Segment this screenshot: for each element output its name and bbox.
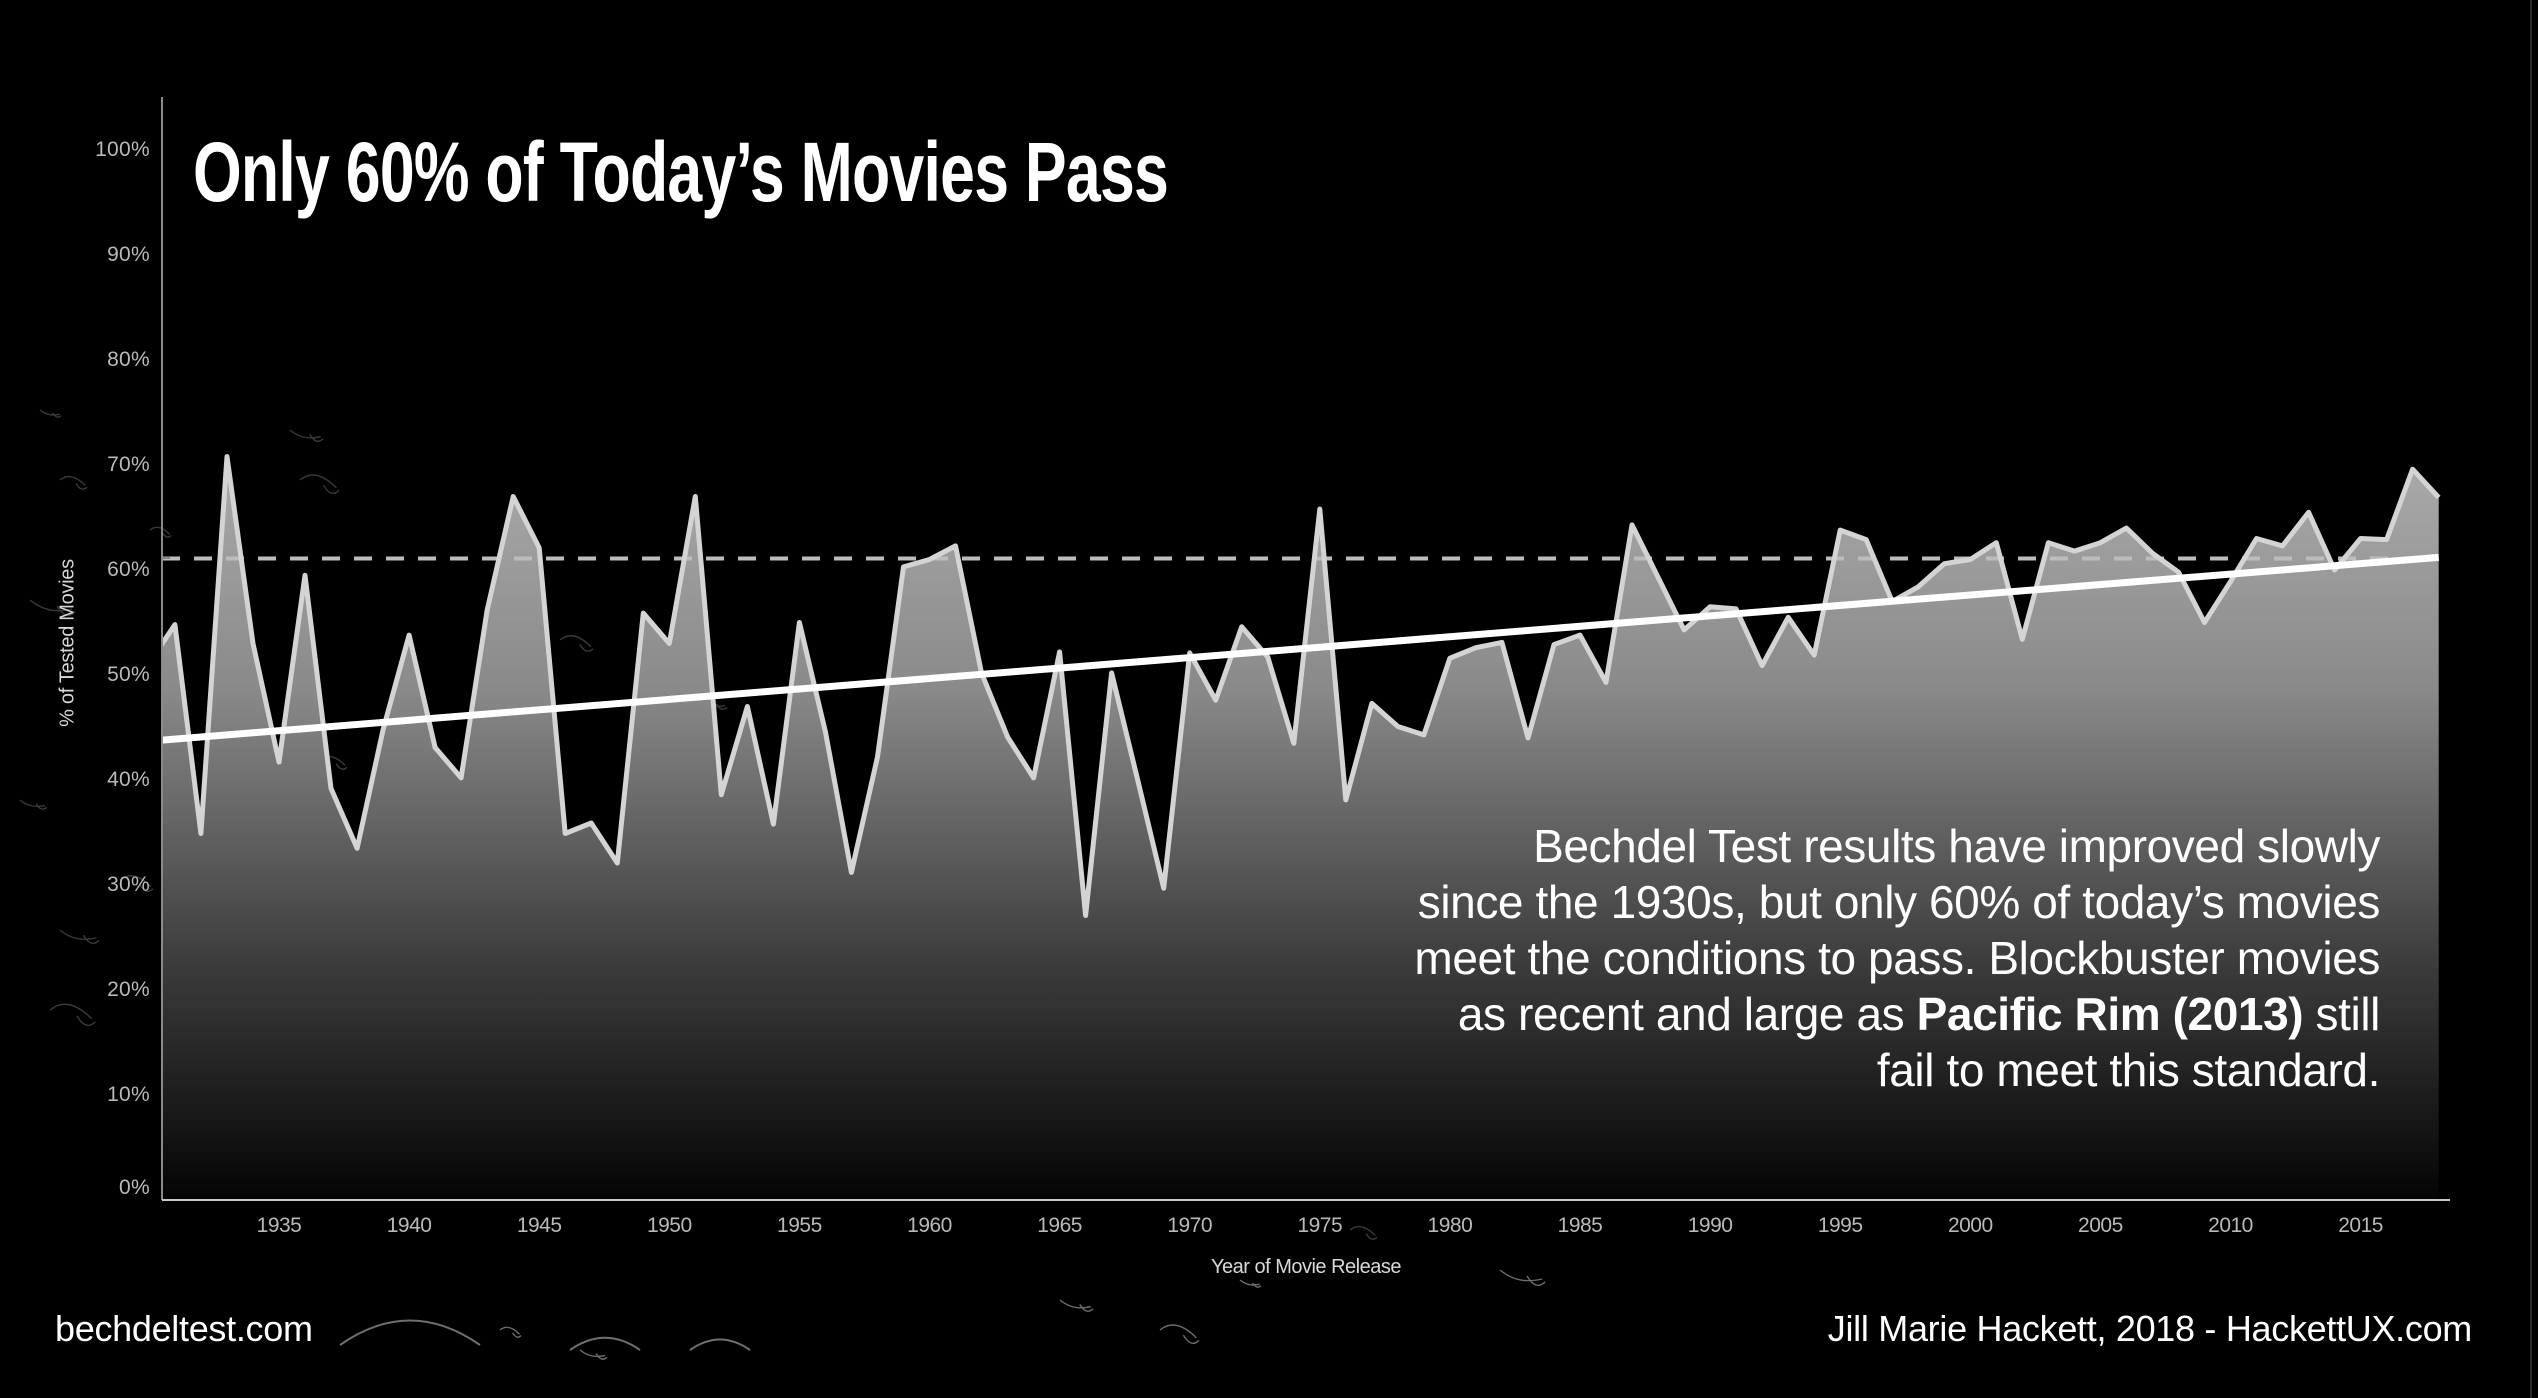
right-border-rule [2530,0,2532,1398]
x-tick-label: 2000 [1947,1214,1993,1237]
y-tick-label: 90% [107,243,150,266]
x-tick-label: 2010 [2208,1214,2253,1237]
leaf-doodle-icon [59,475,88,490]
arc-doodle-icon [569,1336,641,1351]
leaf-doodle-icon [149,526,172,538]
data-line [162,454,2441,918]
leaf-doodle-icon [19,799,48,810]
footer-credit: Jill Marie Hackett, 2018 - HackettUX.com [1827,1308,2473,1349]
y-tick-label: 30% [107,873,150,896]
annotation-line-3: meet the conditions to pass. Blockbuster… [1414,932,2380,984]
x-axis-title: Year of Movie Release [1211,1256,1402,1278]
x-tick-label: 1985 [1557,1214,1603,1237]
trend-line [162,553,2439,744]
y-tick-label: 20% [107,978,150,1001]
x-tick-label: 1965 [1037,1214,1082,1237]
y-tick-label: 80% [107,348,150,371]
x-tick-label: 2005 [2078,1214,2123,1237]
leaf-doodle-icon [39,409,62,418]
leaf-doodle-icon [559,635,594,652]
y-axis-tick-labels: 0% 10% 20% 30% 40% 50% 60% 70% 80% 90% 100% [10,0,150,1398]
x-tick-label: 1995 [1817,1214,1863,1237]
y-tick-label: 70% [107,453,150,476]
leaf-doodle-icon [119,875,154,892]
annotation-line-4: as recent and large as Pacific Rim (2013… [1180,986,2381,1042]
annotation-line-1: Bechdel Test results have improved slowl… [1533,820,2380,872]
annotation-line-5: fail to meet this standard. [1876,1044,2381,1096]
leaf-doodle-icon [499,1326,522,1338]
x-tick-label: 1980 [1427,1214,1473,1237]
annotation-line-2: since the 1930s, but only 60% of today’s… [1417,876,2381,928]
x-tick-label: 1955 [777,1214,822,1237]
leaf-doodle-icon [1499,1269,1546,1287]
leaf-doodle-icon [59,929,100,945]
y-tick-label: 50% [107,663,150,686]
y-tick-label: 40% [107,768,150,791]
leaf-doodle-icon [49,1003,96,1027]
annotation-line-4-prefix: as recent and large as [1457,988,1917,1040]
y-tick-label: 0% [119,1176,150,1199]
x-tick-label: 1960 [907,1214,952,1237]
x-tick-label: 2015 [2338,1214,2383,1237]
leaf-doodle-icon [1159,1324,1200,1345]
leaf-doodle-icon [1349,1225,1378,1240]
arc-doodle-icon [689,1338,751,1351]
arc-doodle-icon [339,1319,481,1346]
annotation-text: Bechdel Test results have improved slowl… [1180,818,2380,1098]
x-tick-label: 1940 [386,1214,432,1237]
x-tick-label: 1945 [516,1214,562,1237]
annotation-line-4-suffix: still [2303,988,2381,1040]
x-tick-label: 1950 [646,1214,692,1237]
y-tick-label: 10% [107,1083,150,1106]
leaf-doodle-icon [579,1349,608,1360]
footer-source-link[interactable]: bechdeltest.com [55,1308,313,1349]
leaf-doodle-icon [299,474,340,495]
chart-title: Only 60% of Today’s Movies Pass [193,125,1169,219]
leaf-doodle-icon [289,429,324,442]
x-tick-label: 1975 [1297,1214,1343,1237]
area-fill [162,456,2439,1200]
x-tick-label: 1990 [1687,1214,1733,1237]
leaf-doodle-icon [29,599,76,617]
y-tick-label: 100% [95,138,150,161]
leaf-doodle-icon [1239,1279,1262,1288]
annotation-highlight-movie: Pacific Rim (2013) [1916,988,2304,1040]
x-tick-label: 1935 [256,1214,302,1237]
leaf-doodle-icon [1059,1299,1094,1312]
y-axis-title: % of Tested Movies [56,559,79,727]
x-tick-label: 1970 [1167,1214,1213,1237]
y-tick-label: 60% [107,558,150,581]
